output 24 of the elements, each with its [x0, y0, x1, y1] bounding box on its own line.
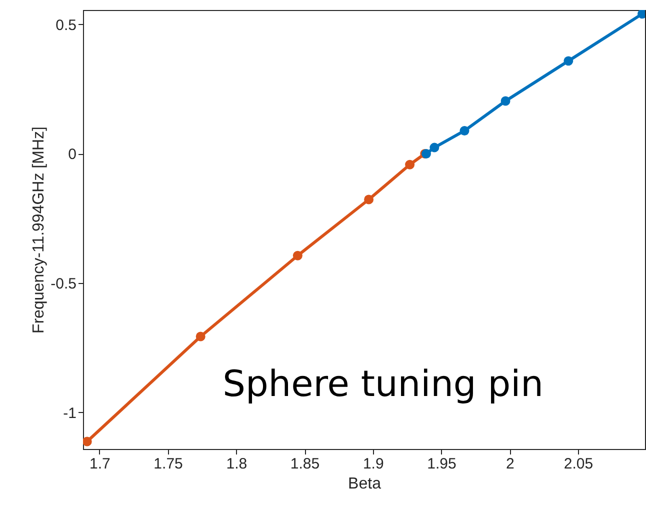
- point: [430, 142, 440, 152]
- point: [460, 126, 470, 136]
- y-axis-title: Frequency-11.994GHz [MHz]: [30, 126, 48, 334]
- y-tick-label: 0: [68, 146, 76, 164]
- x-tick-label: 2: [506, 456, 514, 472]
- x-tick-label: 1.7: [89, 456, 110, 472]
- annotation: Sphere tuning pin: [222, 364, 544, 405]
- y-tick-label: -0.5: [50, 276, 76, 293]
- x-axis-title: Beta: [348, 476, 382, 492]
- point: [500, 96, 510, 106]
- point: [292, 250, 302, 260]
- y-tick-label: -1: [63, 404, 76, 422]
- x-tick-label: 2.05: [564, 456, 594, 472]
- point: [364, 194, 374, 204]
- x-tick-label: 1.9: [362, 456, 384, 472]
- point: [405, 160, 415, 170]
- x-tick-label: 1.95: [427, 456, 456, 472]
- x-tick-label: 1.85: [290, 456, 320, 472]
- point: [83, 436, 92, 446]
- point: [196, 332, 206, 342]
- x-tick-label: 1.75: [154, 456, 183, 472]
- x-tick-label: 1.8: [226, 456, 248, 472]
- point: [564, 56, 574, 66]
- y-tick-label: 0.5: [56, 16, 76, 34]
